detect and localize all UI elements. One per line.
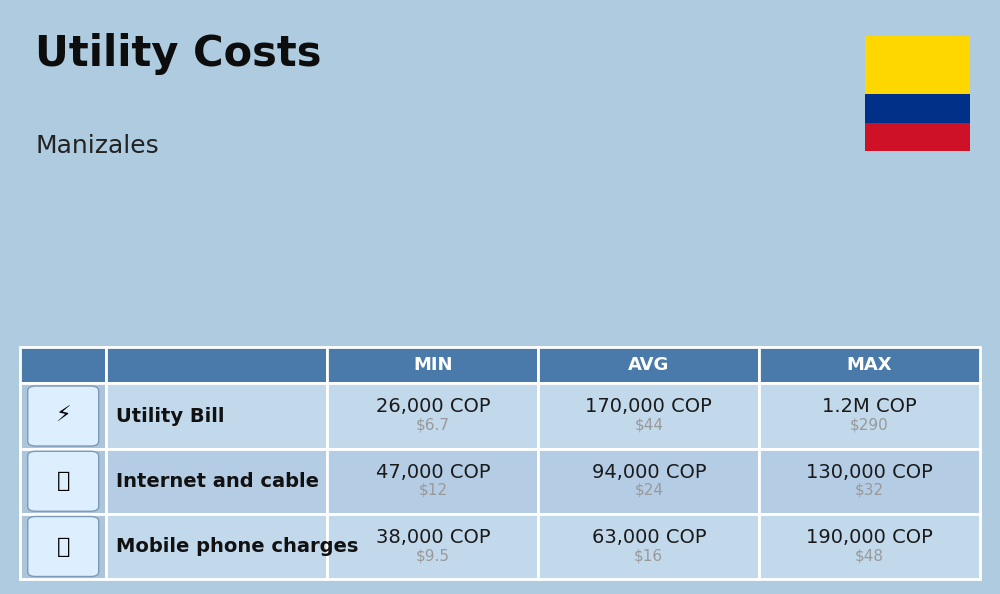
Text: 📶: 📶 — [57, 471, 70, 491]
FancyBboxPatch shape — [20, 448, 106, 514]
Text: 📱: 📱 — [57, 536, 70, 557]
Text: $16: $16 — [634, 548, 663, 563]
Text: Internet and cable: Internet and cable — [116, 472, 319, 491]
FancyBboxPatch shape — [327, 383, 538, 448]
FancyBboxPatch shape — [327, 448, 538, 514]
Text: Utility Costs: Utility Costs — [35, 33, 322, 75]
Text: 94,000 COP: 94,000 COP — [592, 463, 706, 482]
FancyBboxPatch shape — [865, 36, 970, 94]
FancyBboxPatch shape — [20, 383, 106, 448]
Text: $12: $12 — [418, 483, 447, 498]
Text: 170,000 COP: 170,000 COP — [585, 397, 712, 416]
FancyBboxPatch shape — [538, 347, 759, 383]
Text: Utility Bill: Utility Bill — [116, 406, 225, 425]
Text: 1.2M COP: 1.2M COP — [822, 397, 917, 416]
Text: 63,000 COP: 63,000 COP — [592, 528, 706, 547]
Text: MAX: MAX — [847, 356, 892, 374]
FancyBboxPatch shape — [20, 514, 106, 579]
FancyBboxPatch shape — [327, 514, 538, 579]
Text: $44: $44 — [634, 418, 663, 432]
FancyBboxPatch shape — [865, 122, 970, 151]
Text: 130,000 COP: 130,000 COP — [806, 463, 933, 482]
FancyBboxPatch shape — [759, 347, 980, 383]
Text: $6.7: $6.7 — [416, 418, 450, 432]
FancyBboxPatch shape — [327, 347, 538, 383]
FancyBboxPatch shape — [538, 448, 759, 514]
FancyBboxPatch shape — [106, 448, 327, 514]
Text: 38,000 COP: 38,000 COP — [376, 528, 490, 547]
Text: MIN: MIN — [413, 356, 453, 374]
FancyBboxPatch shape — [28, 386, 99, 446]
Text: $9.5: $9.5 — [416, 548, 450, 563]
Text: ⚡: ⚡ — [55, 406, 71, 426]
Text: $48: $48 — [855, 548, 884, 563]
FancyBboxPatch shape — [759, 514, 980, 579]
FancyBboxPatch shape — [106, 347, 327, 383]
Text: $32: $32 — [855, 483, 884, 498]
Text: $24: $24 — [634, 483, 663, 498]
Text: 47,000 COP: 47,000 COP — [376, 463, 490, 482]
FancyBboxPatch shape — [20, 347, 106, 383]
Text: $290: $290 — [850, 418, 889, 432]
FancyBboxPatch shape — [28, 451, 99, 511]
FancyBboxPatch shape — [538, 514, 759, 579]
FancyBboxPatch shape — [538, 383, 759, 448]
FancyBboxPatch shape — [106, 383, 327, 448]
FancyBboxPatch shape — [759, 448, 980, 514]
Text: Manizales: Manizales — [35, 134, 159, 157]
Text: 26,000 COP: 26,000 COP — [376, 397, 490, 416]
Text: Mobile phone charges: Mobile phone charges — [116, 537, 359, 556]
FancyBboxPatch shape — [28, 517, 99, 577]
Text: AVG: AVG — [628, 356, 669, 374]
FancyBboxPatch shape — [106, 514, 327, 579]
Text: 190,000 COP: 190,000 COP — [806, 528, 933, 547]
FancyBboxPatch shape — [759, 383, 980, 448]
FancyBboxPatch shape — [865, 94, 970, 122]
